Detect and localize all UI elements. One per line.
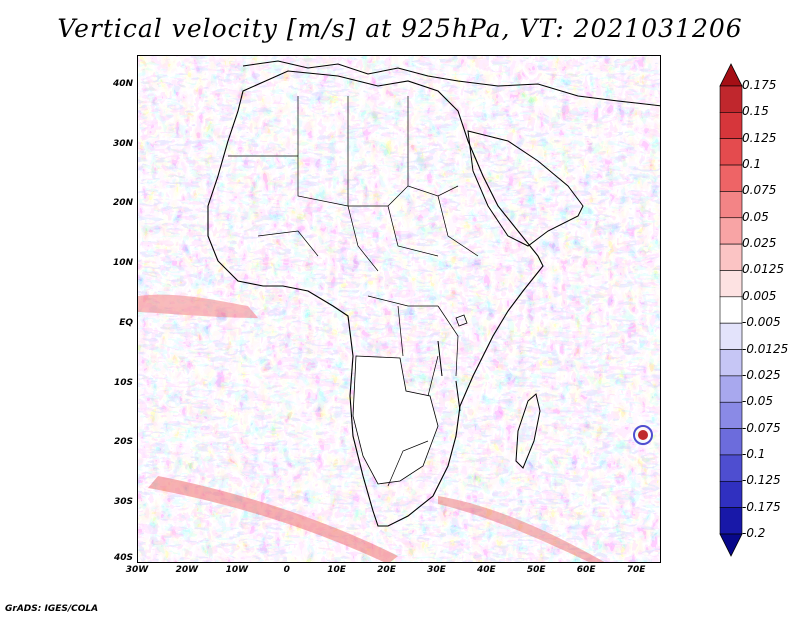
lat-tick-label: 20N — [112, 198, 133, 209]
colorbar-level-label: -0.2 — [742, 526, 766, 540]
colorbar-level-label: -0.0125 — [742, 341, 789, 356]
colorbar-level-label: 0.1 — [742, 157, 762, 172]
lat-tick-label: 20S — [113, 437, 133, 448]
colorbar-level-label: 0.175 — [742, 78, 777, 92]
colorbar-level-label: 0.005 — [742, 288, 777, 303]
lon-tick-label: 60E — [576, 565, 596, 575]
colorbar — [719, 63, 743, 557]
colorbar-level-label: 0.15 — [742, 104, 769, 119]
colorbar-box — [719, 164, 743, 192]
masked-highlands — [352, 355, 439, 485]
colorbar-box — [719, 480, 743, 508]
lat-tick-label: 40N — [112, 78, 133, 89]
arabian-peninsula — [467, 130, 584, 247]
positive-band-south — [148, 476, 398, 562]
positive-band-atlantic — [138, 294, 258, 318]
map-panel — [137, 55, 661, 563]
lat-tick-label: 40S — [113, 553, 133, 563]
colorbar-box — [719, 138, 743, 166]
colorbar-level-label: 0.05 — [742, 209, 769, 224]
colorbar-level-label: -0.05 — [742, 394, 774, 409]
lat-tick-label: 30S — [113, 497, 133, 508]
lon-tick-label: 30E — [427, 565, 446, 575]
lon-tick-label: 50E — [526, 565, 546, 575]
colorbar-box — [719, 243, 743, 271]
colorbar-box — [719, 401, 743, 429]
colorbar-box — [719, 322, 743, 350]
lon-tick-label: 0 — [283, 565, 290, 575]
colorbar-box — [719, 375, 743, 403]
colorbar-box — [719, 191, 743, 219]
colorbar-box — [719, 270, 743, 298]
africa-coastline — [207, 70, 544, 527]
lake-tanganyika — [437, 340, 443, 377]
colorbar-level-label: -0.175 — [742, 499, 781, 514]
lat-tick-label: EQ — [119, 317, 133, 328]
colorbar-level-label: 0.025 — [742, 236, 777, 251]
lake-malawi — [455, 380, 461, 412]
colorbar-box — [719, 296, 743, 324]
colorbar-level-label: 0.125 — [742, 130, 777, 145]
lat-tick-label: 30N — [112, 138, 133, 149]
colorbar-box — [719, 217, 743, 245]
country-borders — [228, 96, 479, 487]
colorbar-box — [719, 454, 743, 482]
positive-band-southeast — [438, 496, 605, 562]
colorbar-level-label: -0.125 — [742, 473, 781, 488]
lat-tick-label: 10N — [112, 258, 133, 269]
lon-tick-label: 70E — [626, 565, 646, 575]
lake-victoria — [455, 314, 468, 327]
europe-coastline — [242, 60, 660, 107]
colorbar-box — [719, 428, 743, 456]
colorbar-level-label: -0.075 — [742, 420, 781, 435]
colorbar-bottom-triangle — [719, 533, 743, 557]
colorbar-top-triangle — [719, 63, 743, 87]
lon-tick-label: 20E — [377, 565, 396, 575]
colorbar-box — [719, 85, 743, 113]
lon-tick-label: 10W — [225, 565, 249, 575]
lon-tick-label: 30W — [125, 565, 149, 575]
lon-tick-label: 20W — [175, 565, 199, 575]
colorbar-box — [719, 349, 743, 377]
cyclone-ring — [633, 425, 653, 445]
colorbar-level-label: -0.005 — [742, 315, 781, 330]
cyclone-core — [638, 430, 648, 440]
madagascar — [515, 393, 541, 469]
colorbar-level-label: -0.1 — [742, 446, 766, 461]
colorbar-level-label: 0.075 — [742, 183, 777, 198]
chart-title: Vertical velocity [m/s] at 925hPa, VT: 2… — [57, 14, 743, 43]
colorbar-box — [719, 112, 743, 140]
velocity-field-map — [138, 56, 660, 562]
colorbar-level-label: 0.0125 — [742, 262, 784, 277]
lon-tick-label: 10E — [327, 565, 346, 575]
credit-text: GrADS: IGES/COLA — [5, 604, 99, 614]
colorbar-level-label: -0.025 — [742, 367, 781, 382]
lat-tick-label: 10S — [113, 377, 133, 388]
lon-tick-label: 40E — [476, 565, 496, 575]
colorbar-box — [719, 507, 743, 535]
